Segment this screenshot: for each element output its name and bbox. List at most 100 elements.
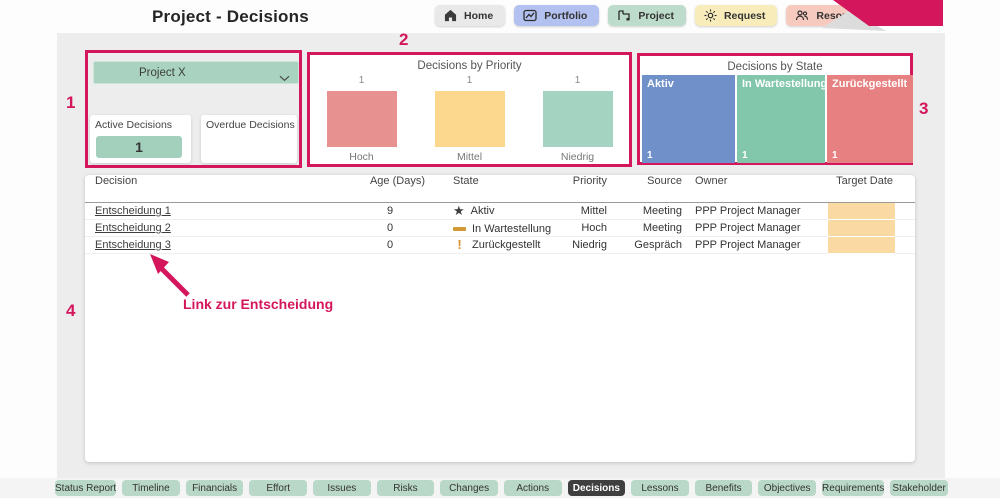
age-cell: 0 — [386, 239, 394, 251]
decision-link-2[interactable]: Entscheidung 2 — [95, 222, 171, 234]
tile-value: 1 — [647, 150, 653, 161]
nav-project-button[interactable]: Project — [608, 5, 686, 26]
column-header-state[interactable]: State — [453, 175, 479, 187]
request-icon — [704, 9, 717, 22]
active-decisions-value: 1 — [96, 136, 182, 158]
priority-cell: Hoch — [581, 222, 607, 234]
state-chart-title: Decisions by State — [727, 61, 823, 73]
tab-actions[interactable]: Actions — [503, 480, 562, 496]
decisions-table: Decision Age (Days) State Priority Sourc… — [85, 175, 915, 462]
bar-value-label: 1 — [466, 75, 473, 86]
overdue-decisions-label: Overdue Decisions — [206, 119, 295, 131]
owner-cell: PPP Project Manager — [695, 205, 801, 217]
table-header-row: Decision Age (Days) State Priority Sourc… — [85, 175, 915, 203]
treemap-tile-zurueckgestellt[interactable]: Zurückgestellt 1 — [827, 75, 913, 163]
tile-value: 1 — [832, 150, 838, 161]
portfolio-icon — [523, 9, 537, 22]
exclamation-icon: ! — [457, 237, 462, 252]
bar-category-label: Niedrig — [560, 151, 595, 163]
nav-resource-label: Resource — [816, 9, 865, 22]
age-cell: 9 — [386, 205, 394, 217]
nav-request-button[interactable]: Request — [694, 5, 778, 26]
column-header-source[interactable]: Source — [647, 175, 682, 187]
age-cell: 0 — [386, 222, 394, 234]
priority-cell: Mittel — [580, 205, 607, 217]
annotation-box-3: Decisions by State Aktiv 1 In Wartestell… — [637, 53, 913, 165]
project-selector-value: Project X — [139, 66, 186, 79]
column-header-target-date[interactable]: Target Date — [836, 175, 893, 187]
annotation-marker-2: 2 — [399, 30, 409, 49]
state-cell: Zurückgestellt — [472, 239, 541, 251]
target-date-cell — [828, 203, 895, 220]
bar-group-hoch: 1 Hoch — [318, 75, 406, 163]
chevron-down-icon — [279, 69, 290, 87]
table-row: Entscheidung 1 9 ★ Aktiv Mittel Meeting P… — [85, 203, 915, 220]
tile-label: In Wartestellung — [742, 78, 828, 90]
tile-value: 1 — [742, 150, 748, 161]
target-date-cell — [828, 220, 895, 237]
annotation-marker-4: 4 — [66, 301, 76, 320]
tab-status-report[interactable]: Status Report — [55, 480, 117, 496]
page-title: Project - Decisions — [152, 7, 309, 26]
owner-cell: PPP Project Manager — [695, 239, 801, 251]
priority-chart-title: Decisions by Priority — [417, 60, 522, 72]
project-selector-dropdown[interactable]: Project X — [93, 61, 299, 84]
bar-niedrig[interactable] — [542, 91, 613, 147]
column-header-age[interactable]: Age (Days) — [369, 175, 425, 187]
column-header-priority[interactable]: Priority — [572, 175, 607, 187]
annotation-marker-1: 1 — [66, 93, 76, 112]
state-cell: In Wartestellung — [472, 223, 552, 235]
tab-stakeholder[interactable]: Stakeholder — [890, 480, 948, 496]
bar-group-niedrig: 1 Niedrig — [534, 75, 622, 163]
owner-cell: PPP Project Manager — [695, 222, 801, 234]
table-body: Entscheidung 1 9 ★ Aktiv Mittel Meeting P… — [85, 203, 915, 254]
bar-mittel[interactable] — [434, 91, 505, 147]
tab-objectives[interactable]: Objectives — [758, 480, 817, 496]
tab-benefits[interactable]: Benefits — [694, 480, 753, 496]
nav-home-button[interactable]: Home — [435, 5, 506, 26]
source-cell: Meeting — [642, 222, 682, 234]
state-treemap: Aktiv 1 In Wartestellung 1 Zurückgestell… — [642, 75, 913, 163]
tab-changes[interactable]: Changes — [440, 480, 498, 496]
footer-tabs: Status Report Timeline Financials Effort… — [55, 480, 948, 496]
table-row: Entscheidung 3 0 ! Zurückgestellt Niedrig… — [85, 237, 915, 254]
tile-label: Zurückgestellt — [832, 78, 908, 90]
nav-resource-button[interactable]: Resource — [786, 5, 877, 26]
top-nav: Home Portfolio Project Request Resource — [435, 5, 877, 26]
column-header-decision[interactable]: Decision — [95, 175, 138, 187]
nav-portfolio-button[interactable]: Portfolio — [514, 5, 600, 26]
annotation-box-2: Decisions by Priority 1 Hoch 1 Mittel 1 … — [307, 52, 632, 167]
priority-bar-chart: 1 Hoch 1 Mittel 1 Niedrig — [310, 75, 629, 163]
nav-project-label: Project — [638, 9, 674, 22]
nav-portfolio-label: Portfolio — [544, 9, 588, 22]
column-header-owner[interactable]: Owner — [695, 175, 728, 187]
decision-link-1[interactable]: Entscheidung 1 — [95, 205, 171, 217]
dash-icon — [453, 227, 466, 231]
overdue-decisions-card: Overdue Decisions — [201, 115, 297, 163]
tab-decisions[interactable]: Decisions — [567, 480, 626, 496]
tab-timeline[interactable]: Timeline — [122, 480, 180, 496]
project-icon — [617, 9, 631, 22]
star-icon: ★ — [453, 203, 465, 218]
treemap-tile-in-wartestellung[interactable]: In Wartestellung 1 — [737, 75, 828, 163]
active-decisions-label: Active Decisions — [95, 119, 173, 131]
bar-value-label: 1 — [358, 75, 365, 86]
tab-lessons[interactable]: Lessons — [631, 480, 689, 496]
tab-risks[interactable]: Risks — [376, 480, 435, 496]
annotation-box-1: Project X Active Decisions 1 Overdue Dec… — [85, 50, 302, 168]
tab-effort[interactable]: Effort — [249, 480, 308, 496]
annotation-marker-3: 3 — [919, 99, 929, 118]
source-cell: Meeting — [642, 205, 682, 217]
tab-financials[interactable]: Financials — [185, 480, 244, 496]
bar-category-label: Hoch — [349, 151, 374, 163]
priority-cell: Niedrig — [572, 239, 607, 251]
bar-hoch[interactable] — [326, 91, 397, 147]
bar-category-label: Mittel — [456, 151, 483, 163]
state-cell: Aktiv — [470, 205, 495, 217]
resource-icon — [795, 9, 809, 22]
nav-request-label: Request — [723, 9, 766, 22]
tab-requirements[interactable]: Requirements — [822, 480, 885, 496]
decision-link-3[interactable]: Entscheidung 3 — [95, 239, 171, 251]
tab-issues[interactable]: Issues — [313, 480, 371, 496]
treemap-tile-aktiv[interactable]: Aktiv 1 — [642, 75, 735, 163]
